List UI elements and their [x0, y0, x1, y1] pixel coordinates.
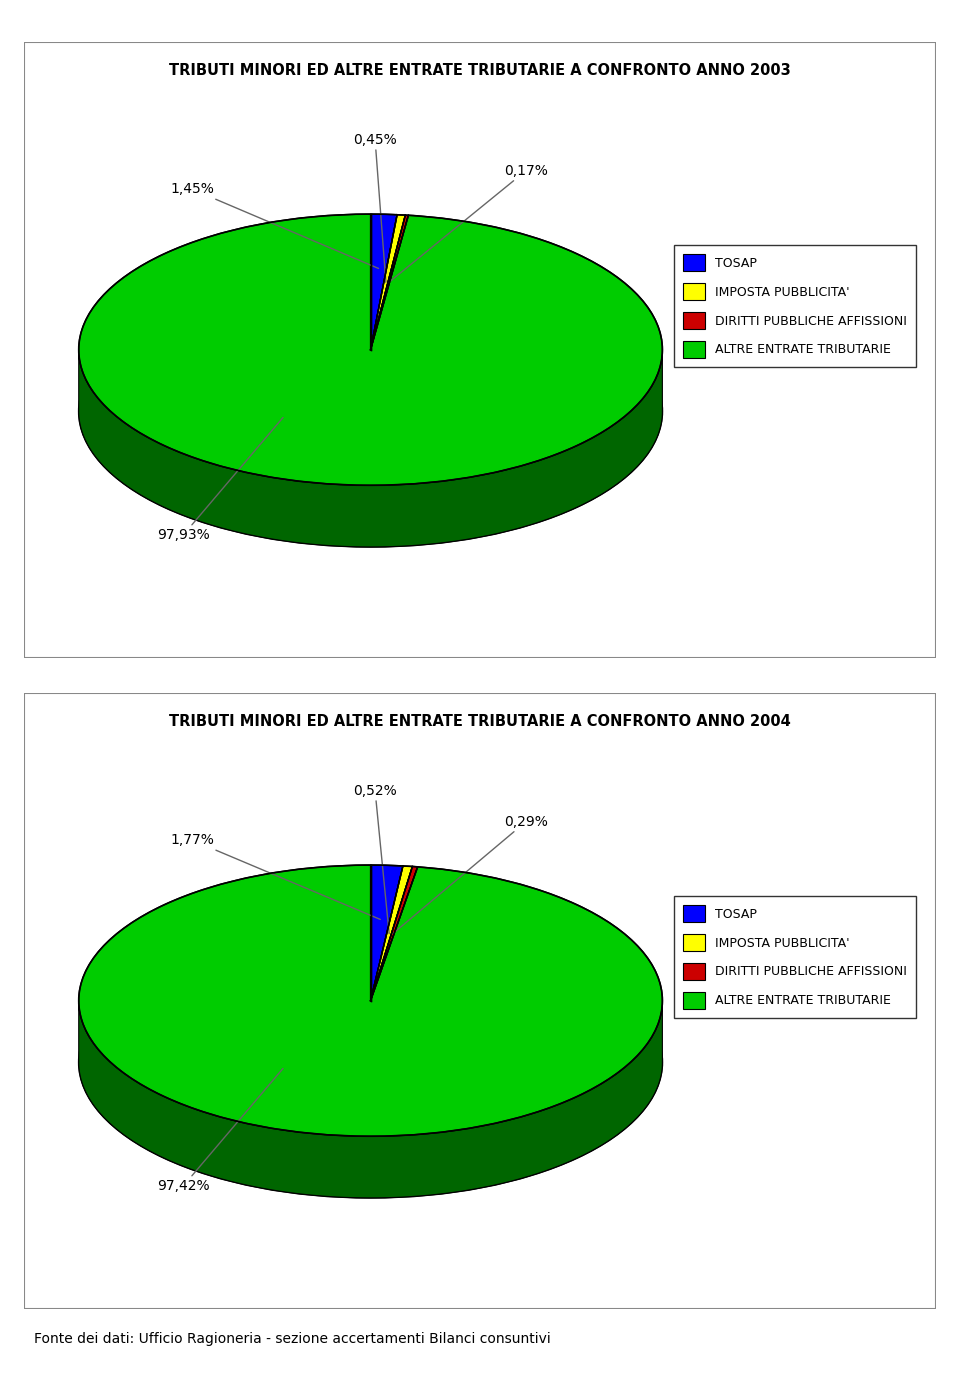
Text: TRIBUTI MINORI ED ALTRE ENTRATE TRIBUTARIE A CONFRONTO ANNO 2004: TRIBUTI MINORI ED ALTRE ENTRATE TRIBUTAR…: [169, 715, 791, 729]
Text: TRIBUTI MINORI ED ALTRE ENTRATE TRIBUTARIE A CONFRONTO ANNO 2003: TRIBUTI MINORI ED ALTRE ENTRATE TRIBUTAR…: [169, 64, 791, 78]
Text: 0,29%: 0,29%: [393, 814, 547, 933]
Legend: TOSAP, IMPOSTA PUBBLICITA', DIRITTI PUBBLICHE AFFISSIONI, ALTRE ENTRATE TRIBUTAR: TOSAP, IMPOSTA PUBBLICITA', DIRITTI PUBB…: [674, 896, 916, 1018]
Text: Fonte dei dati: Ufficio Ragioneria - sezione accertamenti Bilanci consuntivi: Fonte dei dati: Ufficio Ragioneria - sez…: [34, 1332, 550, 1346]
Ellipse shape: [79, 276, 662, 547]
Polygon shape: [371, 215, 397, 350]
FancyBboxPatch shape: [24, 692, 936, 1309]
Legend: TOSAP, IMPOSTA PUBBLICITA', DIRITTI PUBBLICHE AFFISSIONI, ALTRE ENTRATE TRIBUTAR: TOSAP, IMPOSTA PUBBLICITA', DIRITTI PUBB…: [674, 245, 916, 367]
Text: 1,77%: 1,77%: [171, 834, 380, 920]
Ellipse shape: [79, 927, 662, 1198]
Polygon shape: [79, 1001, 662, 1198]
Text: 0,17%: 0,17%: [389, 163, 547, 283]
Text: 1,45%: 1,45%: [171, 183, 378, 269]
Polygon shape: [371, 215, 405, 350]
Polygon shape: [79, 215, 662, 485]
Text: 97,93%: 97,93%: [157, 417, 283, 542]
FancyBboxPatch shape: [24, 42, 936, 658]
Polygon shape: [371, 867, 418, 1000]
Polygon shape: [371, 215, 408, 350]
Text: 97,42%: 97,42%: [157, 1068, 283, 1192]
Polygon shape: [79, 866, 662, 1136]
Text: 0,45%: 0,45%: [353, 133, 397, 283]
Polygon shape: [79, 350, 662, 547]
Polygon shape: [371, 866, 403, 1000]
Text: 0,52%: 0,52%: [353, 784, 397, 933]
Polygon shape: [371, 866, 413, 1000]
